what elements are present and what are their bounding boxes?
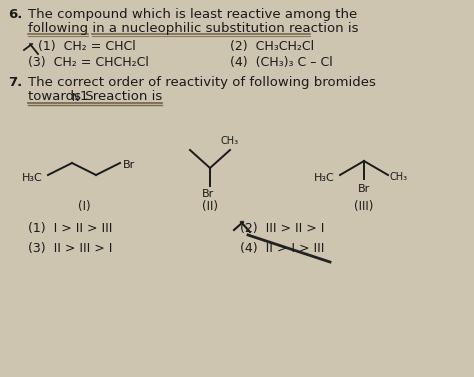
Text: (1)  CH₂ = CHCl: (1) CH₂ = CHCl	[38, 40, 136, 53]
Text: H₃C: H₃C	[22, 173, 43, 183]
Text: (II): (II)	[202, 200, 218, 213]
Text: N: N	[72, 93, 79, 103]
Text: (4)  (CH₃)₃ C – Cl: (4) (CH₃)₃ C – Cl	[230, 56, 333, 69]
Text: (2)  III > II > I: (2) III > II > I	[240, 222, 324, 235]
Text: (3)  CH₂ = CHCH₂Cl: (3) CH₂ = CHCH₂Cl	[28, 56, 149, 69]
Text: Br: Br	[358, 184, 370, 194]
Text: Br: Br	[202, 189, 214, 199]
Text: (2)  CH₃CH₂Cl: (2) CH₃CH₂Cl	[230, 40, 314, 53]
Text: (1)  I > II > III: (1) I > II > III	[28, 222, 112, 235]
Text: 7.: 7.	[8, 76, 22, 89]
Text: towards S: towards S	[28, 90, 94, 103]
Text: The correct order of reactivity of following bromides: The correct order of reactivity of follo…	[28, 76, 376, 89]
Text: The compound which is least reactive among the: The compound which is least reactive amo…	[28, 8, 357, 21]
Text: 6.: 6.	[8, 8, 22, 21]
Text: following in a nucleophilic substitution reaction is: following in a nucleophilic substitution…	[28, 22, 358, 35]
Text: CH₃: CH₃	[390, 172, 408, 182]
Text: CH₃: CH₃	[221, 136, 239, 146]
Text: (3)  II > III > I: (3) II > III > I	[28, 242, 112, 255]
Text: 1 reaction is: 1 reaction is	[80, 90, 162, 103]
Text: (4)  II > I > III: (4) II > I > III	[240, 242, 324, 255]
Text: (III): (III)	[354, 200, 374, 213]
Text: (I): (I)	[78, 200, 91, 213]
Text: Br: Br	[123, 160, 135, 170]
Text: H₃C: H₃C	[314, 173, 335, 183]
